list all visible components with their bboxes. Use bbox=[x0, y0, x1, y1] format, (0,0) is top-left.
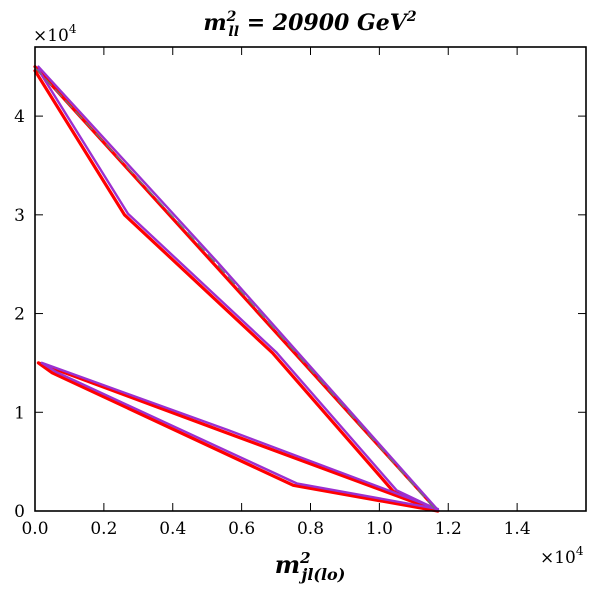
x-tick-label: 0.2 bbox=[90, 519, 117, 539]
x-tick-label: 0.4 bbox=[159, 519, 186, 539]
series-line-1 bbox=[36, 361, 440, 513]
series-line-3 bbox=[40, 361, 440, 511]
x-multiplier-base: ×10 bbox=[540, 548, 576, 568]
x-tick-label: 1.2 bbox=[435, 519, 462, 539]
title-base: m bbox=[203, 10, 226, 36]
xlabel-sub: jl(lo) bbox=[299, 565, 346, 584]
y-multiplier-exp: 4 bbox=[69, 22, 77, 36]
x-axis-label: m2 jl(lo) bbox=[275, 549, 346, 584]
x-multiplier-exp: 4 bbox=[576, 544, 584, 558]
xlabel-sup: 2 bbox=[299, 549, 310, 567]
xlabel-base: m bbox=[275, 550, 300, 579]
series-line-4 bbox=[34, 66, 437, 512]
y-tick-label: 1 bbox=[14, 403, 25, 423]
plot-frame bbox=[34, 46, 587, 512]
series-layer bbox=[33, 65, 440, 513]
x-tick-label: 0.0 bbox=[21, 519, 48, 539]
x-tick-label: 0.6 bbox=[228, 519, 255, 539]
y-tick-label: 0 bbox=[14, 502, 25, 522]
series-line-0 bbox=[33, 65, 440, 513]
label-layer: 0.0 0.2 0.4 0.6 0.8 1.0 1.2 1.4 0 1 2 3 4 bbox=[14, 107, 530, 539]
y-axis-multiplier: ×104 bbox=[33, 22, 77, 46]
tick-layer bbox=[34, 47, 586, 512]
y-tick-label: 4 bbox=[14, 107, 25, 127]
title-rest: = 20900 GeV bbox=[239, 10, 409, 36]
x-axis-multiplier: ×104 bbox=[540, 544, 584, 568]
x-tick-label: 0.8 bbox=[297, 519, 324, 539]
x-tick-label: 1.0 bbox=[366, 519, 393, 539]
chart-title: m2 ll = 20900 GeV2 bbox=[203, 9, 416, 40]
series-line-2 bbox=[37, 65, 440, 512]
x-tick-label: 1.4 bbox=[504, 519, 531, 539]
title-rest-sup: 2 bbox=[406, 9, 417, 25]
title-sup: 2 bbox=[226, 9, 237, 25]
y-tick-label: 2 bbox=[14, 305, 25, 325]
y-tick-label: 3 bbox=[14, 206, 25, 226]
title-sub: ll bbox=[228, 24, 239, 40]
y-multiplier-base: ×10 bbox=[33, 26, 69, 46]
